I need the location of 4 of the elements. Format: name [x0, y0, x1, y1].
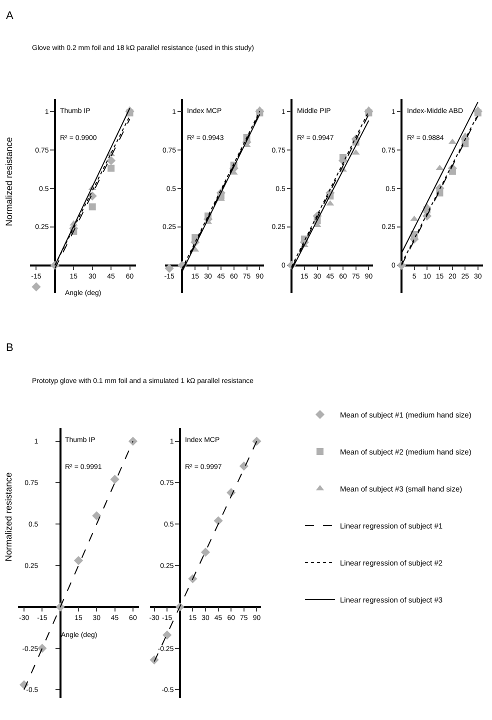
chart-title: A — [6, 10, 14, 22]
y-axis-title: Normalized resistance — [4, 137, 14, 226]
chart-title: B — [6, 342, 14, 354]
y-axis-title: Normalized resistance — [4, 472, 14, 562]
